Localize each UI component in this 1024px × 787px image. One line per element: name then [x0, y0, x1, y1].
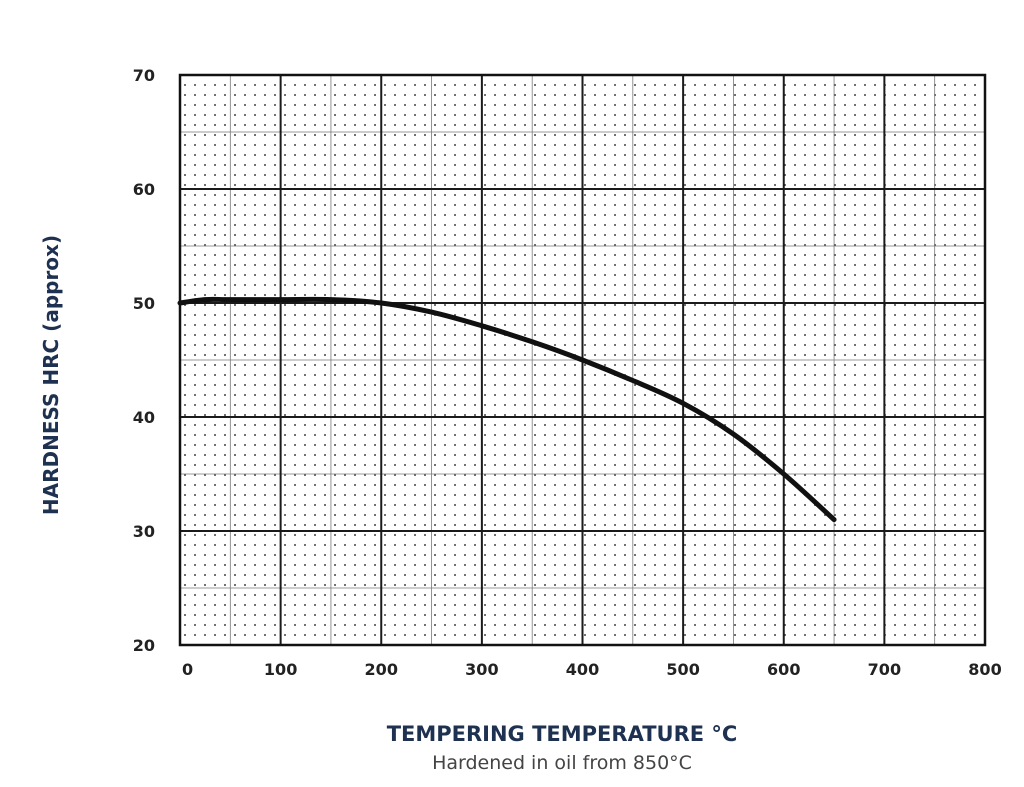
x-tick-label: 600: [767, 660, 800, 679]
y-tick-label: 60: [133, 180, 155, 199]
x-tick-label: 200: [365, 660, 398, 679]
x-tick-label: 500: [666, 660, 699, 679]
x-tick-label: 400: [566, 660, 599, 679]
hardness-curve: [177, 296, 837, 523]
x-tick-label: 100: [264, 660, 297, 679]
x-tick-label: 700: [868, 660, 901, 679]
y-axis-label: HARDNESS HRC (approx): [39, 235, 63, 515]
x-axis-label: TEMPERING TEMPERATURE °C: [387, 722, 738, 746]
chart-subtitle: Hardened in oil from 850°C: [432, 752, 692, 774]
x-tick-labels: 0 100 200 300 400 500 600 700 800: [182, 660, 1002, 679]
y-tick-label: 50: [133, 294, 155, 313]
y-tick-label: 20: [133, 636, 155, 655]
y-tick-label: 40: [133, 408, 155, 427]
y-tick-labels: 20 30 40 50 60 70: [133, 66, 155, 655]
plot-frame: [178, 73, 987, 647]
x-tick-label: 800: [968, 660, 1001, 679]
y-tick-label: 70: [133, 66, 155, 85]
x-tick-label: 300: [465, 660, 498, 679]
x-tick-label: 0: [182, 660, 193, 679]
y-tick-label: 30: [133, 522, 155, 541]
